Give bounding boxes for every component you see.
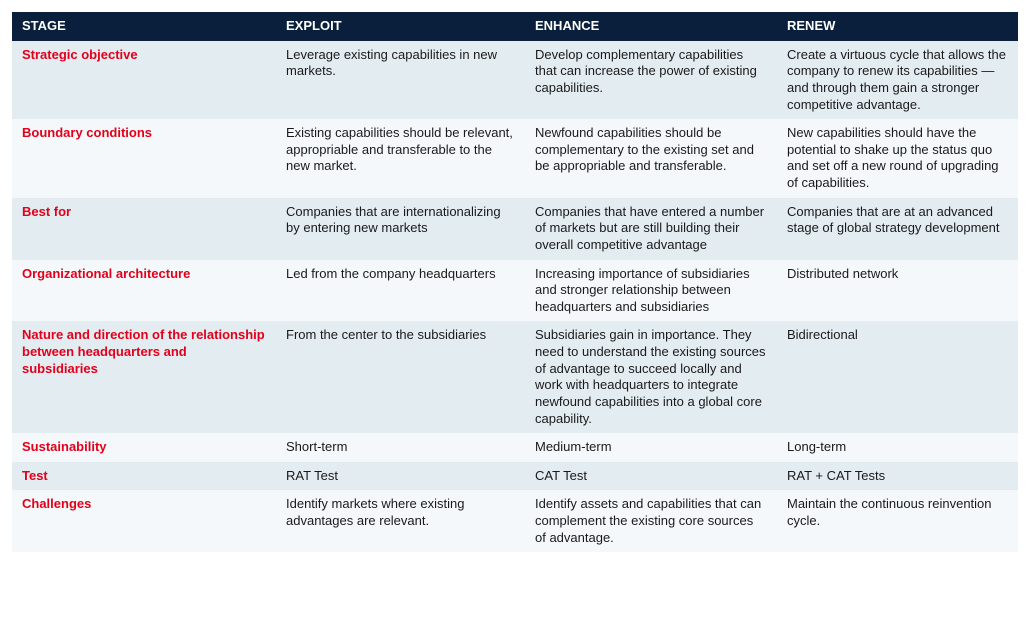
table-cell: Long-term: [777, 433, 1018, 462]
table-cell: Newfound capabilities should be compleme…: [525, 119, 777, 198]
table-cell: Create a virtuous cycle that allows the …: [777, 41, 1018, 120]
row-label: Challenges: [12, 490, 276, 552]
table-cell: CAT Test: [525, 462, 777, 491]
row-label: Boundary conditions: [12, 119, 276, 198]
table-cell: Led from the company headquarters: [276, 260, 525, 322]
table-cell: Develop complementary capabilities that …: [525, 41, 777, 120]
table-cell: Identify markets where existing advantag…: [276, 490, 525, 552]
row-label: Organizational architecture: [12, 260, 276, 322]
row-label: Best for: [12, 198, 276, 260]
table-cell: New capabilities should have the potenti…: [777, 119, 1018, 198]
table-cell: Bidirectional: [777, 321, 1018, 433]
table-cell: From the center to the subsidiaries: [276, 321, 525, 433]
table-cell: Maintain the continuous reinvention cycl…: [777, 490, 1018, 552]
table-cell: Medium-term: [525, 433, 777, 462]
table-cell: Leverage existing capabilities in new ma…: [276, 41, 525, 120]
table-cell: Companies that are at an advanced stage …: [777, 198, 1018, 260]
column-header: EXPLOIT: [276, 12, 525, 41]
row-label: Test: [12, 462, 276, 491]
column-header: ENHANCE: [525, 12, 777, 41]
table-cell: RAT Test: [276, 462, 525, 491]
table-cell: Identify assets and capabilities that ca…: [525, 490, 777, 552]
table-cell: Increasing importance of subsidiaries an…: [525, 260, 777, 322]
strategy-stages-table: STAGEEXPLOITENHANCERENEW Strategic object…: [12, 12, 1018, 552]
table-cell: Existing capabilities should be relevant…: [276, 119, 525, 198]
table-cell: Distributed network: [777, 260, 1018, 322]
row-label: Strategic objective: [12, 41, 276, 120]
table-cell: RAT + CAT Tests: [777, 462, 1018, 491]
table-cell: Subsidiaries gain in importance. They ne…: [525, 321, 777, 433]
table-cell: Companies that are internationalizing by…: [276, 198, 525, 260]
table-cell: Companies that have entered a number of …: [525, 198, 777, 260]
row-label: Nature and direction of the relationship…: [12, 321, 276, 433]
table-cell: Short-term: [276, 433, 525, 462]
column-header: STAGE: [12, 12, 276, 41]
column-header: RENEW: [777, 12, 1018, 41]
row-label: Sustainability: [12, 433, 276, 462]
